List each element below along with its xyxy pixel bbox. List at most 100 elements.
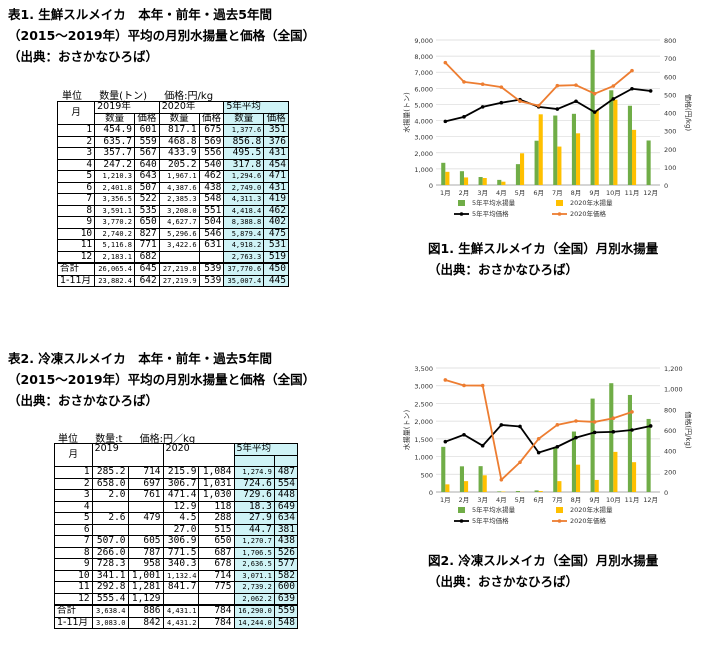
caption-line: 表2. 冷凍スルメイカ 本年・前年・過去5年間 [8, 351, 272, 366]
unit-price: 価格:円／kg [139, 434, 196, 445]
table-cell: 317.8 [223, 158, 265, 171]
table-cell: 687 [198, 546, 235, 559]
bar-5年平均水揚量 [497, 179, 502, 185]
table-cell: 631 [198, 239, 225, 252]
table-cell: 775 [198, 581, 235, 594]
point-5年平均価格 [592, 430, 597, 435]
table-cell: 551 [198, 204, 225, 217]
x-tick-label: 12月 [643, 496, 658, 504]
point-2020年価格 [611, 416, 616, 421]
table-cell: 3 [56, 147, 96, 160]
table-row: 6 2,401.8 507 4,387.6 438 2,749.0 431 [56, 181, 289, 194]
table-cell: 4,418.4 [223, 204, 265, 217]
table-cell: 376 [263, 135, 289, 148]
x-tick-label: 1月 [440, 496, 451, 504]
y2-tick-label: 700 [664, 55, 676, 63]
table-cell: 11 [56, 239, 96, 252]
bar-2020年水揚量 [482, 178, 487, 185]
table-cell: 682 [134, 250, 160, 264]
y-tick-label: 1,000 [414, 454, 433, 462]
table-cell: 5,879.4 [223, 227, 265, 240]
table-cell: 600 [273, 581, 299, 594]
table-row: 11 5,116.8 771 3,422.6 631 4,918.2 531 [56, 239, 289, 252]
table1-units: 単位 数量(トン) 価格:円/kg [62, 87, 227, 102]
table-cell: 340.3 [162, 558, 200, 571]
table-cell: 2,062.2 [233, 592, 275, 606]
table-cell: 556 [198, 147, 225, 160]
table-cell: 4,431.1 [162, 604, 200, 618]
y-axis-title: 水揚量(トン) [402, 410, 411, 451]
table-cell: 2 [56, 135, 96, 148]
y-axis-title: 水揚量(トン) [402, 92, 411, 133]
x-tick-label: 5月 [515, 189, 526, 197]
line-2020年価格 [445, 379, 633, 482]
point-2020年価格 [611, 84, 616, 88]
table-cell: 2 [54, 477, 93, 490]
y-tick-label: 2,000 [414, 150, 433, 158]
x-tick-label: 11月 [625, 189, 640, 197]
table-cell: 306.9 [162, 535, 200, 548]
table-cell: 247.2 [94, 158, 136, 171]
legend-marker [557, 519, 562, 523]
table-cell: 554 [273, 477, 299, 490]
table-cell: 381 [273, 523, 299, 536]
table-row: 3 2.0 761 471.4 1,030 729.6 448 [54, 489, 299, 502]
table-cell: 9 [54, 558, 93, 571]
table-cell: 合計 [56, 262, 96, 276]
x-tick-label: 7月 [552, 189, 563, 197]
point-5年平均価格 [611, 430, 616, 434]
table-cell: 3,422.6 [158, 239, 200, 252]
table-row: 9 3,770.2 650 4,627.7 504 8,388.8 402 [56, 216, 289, 229]
x-tick-label: 1月 [440, 189, 451, 197]
table-cell: 841.7 [162, 581, 200, 594]
table-row: 10 2,740.2 827 5,296.6 546 5,879.4 475 [56, 227, 289, 240]
table1: 月 2019年 2020年 5年平均 数量 価格 数量 価格 数量 価格 1 45… [56, 101, 289, 287]
table-cell: 285.2 [91, 466, 129, 479]
table-row: 12 2,183.1 682 2,763.3 519 [56, 250, 289, 264]
table-cell: 5 [54, 512, 93, 525]
line-2020年価格 [444, 62, 633, 107]
table-cell [198, 592, 235, 606]
table-cell: 27.9 [233, 512, 275, 525]
table-row: 5 1,210.3 643 1,967.1 462 1,294.6 471 [56, 170, 289, 183]
y2-tick-label: 800 [664, 37, 676, 45]
point-5年平均価格 [518, 424, 522, 429]
y2-tick-label: 800 [664, 406, 676, 414]
y2-tick-label: 200 [664, 468, 676, 476]
table-cell [91, 500, 129, 513]
y2-tick-label: 0 [664, 489, 668, 497]
table-cell: 522 [134, 193, 160, 206]
table-row: 10 341.1 1,001 1,132.4 714 3,071.1 582 [54, 569, 299, 582]
table-cell: 3,770.2 [94, 216, 136, 229]
table-cell: 454.9 [94, 124, 136, 137]
point-2020年価格 [443, 378, 448, 382]
y-tick-label: 9,000 [414, 37, 433, 45]
bar-5年平均水揚量 [627, 394, 632, 492]
table-cell: 16,290.0 [233, 604, 275, 618]
table-cell: 1,274.9 [233, 466, 275, 479]
table-cell: 886 [127, 604, 164, 618]
point-2020年価格 [480, 383, 485, 388]
table-cell: 341.1 [91, 569, 129, 582]
table-row: 7 507.0 605 306.9 650 1,270.7 438 [54, 535, 299, 548]
table-cell: 266.0 [91, 546, 129, 559]
table-cell: 958 [127, 558, 164, 571]
table-cell: 27,219.8 [158, 262, 200, 276]
table-cell: 531 [263, 239, 289, 252]
bar-5年平均水揚量 [627, 105, 632, 185]
x-tick-label: 12月 [643, 189, 658, 197]
table-cell: 5,296.6 [158, 227, 200, 240]
table-cell: 445 [263, 274, 289, 287]
table-cell: 2.0 [91, 489, 129, 502]
point-2020年価格 [499, 85, 504, 89]
y-tick-label: 7,000 [414, 69, 433, 77]
bar-5年平均水揚量 [553, 115, 558, 185]
table-row: 7 3,356.5 522 2,385.3 548 4,311.3 419 [56, 193, 289, 206]
point-2020年価格 [518, 460, 522, 465]
point-5年平均価格 [536, 450, 541, 455]
x-tick-label: 7月 [552, 496, 563, 504]
bar-5年平均水揚量 [609, 383, 614, 492]
caption-line: （出典：おさかなひろば） [428, 262, 579, 277]
x-tick-label: 9月 [589, 496, 600, 504]
table-cell: 1,084 [198, 466, 235, 479]
